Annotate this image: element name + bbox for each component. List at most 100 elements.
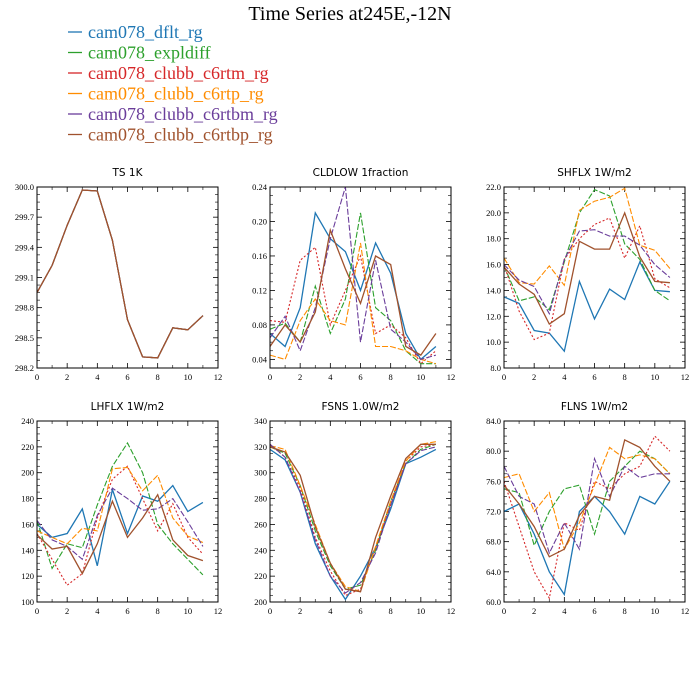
series-line [269, 443, 437, 594]
y-tick-label: 120 [21, 571, 34, 581]
x-tick-label: 10 [651, 372, 660, 382]
x-tick-label: 10 [184, 372, 193, 382]
x-tick-label: 6 [592, 606, 596, 616]
plot-frame [503, 420, 686, 603]
series-line [36, 189, 204, 359]
x-tick-label: 8 [156, 606, 160, 616]
plot-frame [36, 186, 219, 369]
series-line [269, 212, 436, 365]
x-tick-label: 0 [35, 372, 39, 382]
x-tick-label: 2 [298, 372, 302, 382]
x-tick-label: 0 [35, 606, 39, 616]
series-line [503, 438, 671, 558]
series-line [36, 484, 204, 566]
chart-panels: TS 1K 0 2 4 6 8 10 12 298.2 298.5 298.8 299.1 299.4 2… [15, 167, 689, 616]
y-tick-label: 220 [254, 571, 267, 581]
y-tick-label: 298.8 [15, 303, 34, 313]
series-line [36, 189, 204, 359]
y-tick-label: 299.7 [15, 212, 34, 222]
series-line [269, 210, 437, 361]
x-tick-label: 4 [562, 606, 567, 616]
y-tick-label: 240 [254, 545, 267, 555]
plot-frame [269, 420, 452, 603]
x-tick-label: 12 [681, 606, 690, 616]
y-tick-label: 0.08 [252, 320, 267, 330]
x-tick-label: 4 [328, 606, 333, 616]
series-line [503, 229, 671, 316]
x-tick-label: 4 [95, 372, 100, 382]
legend-label: cam078_expldiff [88, 43, 211, 63]
series-line [36, 493, 204, 575]
series-line [269, 186, 437, 361]
y-tick-label: 0.16 [252, 251, 267, 261]
series-line [36, 487, 204, 561]
x-tick-label: 12 [214, 606, 223, 616]
y-tick-label: 140 [21, 545, 34, 555]
series-line [36, 189, 204, 359]
x-tick-label: 6 [358, 372, 362, 382]
series-line [269, 227, 437, 356]
y-tick-label: 160 [21, 519, 34, 529]
legend-label: cam078_clubb_c6rtp_rg [88, 84, 264, 104]
x-tick-label: 12 [681, 372, 690, 382]
x-tick-label: 2 [298, 606, 302, 616]
panel-title: SHFLX 1W/m2 [557, 167, 632, 179]
legend-label: cam078_clubb_c6rtbp_rg [88, 125, 273, 145]
chart-panel: TS 1K 0 2 4 6 8 10 12 298.2 298.5 298.8 299.1 299.4 2… [15, 167, 222, 382]
series-line [503, 217, 671, 341]
x-tick-label: 10 [184, 606, 193, 616]
y-tick-label: 10.0 [486, 337, 501, 347]
series-line [269, 242, 437, 365]
x-tick-label: 0 [268, 372, 272, 382]
y-tick-label: 220 [21, 442, 34, 452]
y-tick-label: 320 [254, 442, 267, 452]
y-tick-label: 8.0 [490, 363, 501, 373]
x-tick-label: 0 [268, 606, 272, 616]
y-tick-label: 12.0 [486, 311, 501, 321]
series-line [503, 456, 670, 555]
chart-panel: CLDLOW 1fraction 0 2 4 6 8 10 12 0.04 0.08 0.12 0.1… [252, 167, 455, 382]
y-tick-label: 14.0 [486, 285, 501, 295]
chart-panel: FLNS 1W/m2 0 2 4 6 8 10 12 60.0 64.0 68.0 72.0 76.0 8… [486, 401, 689, 616]
x-tick-label: 2 [532, 606, 536, 616]
y-tick-label: 72.0 [486, 507, 501, 517]
x-tick-label: 4 [328, 372, 333, 382]
y-tick-label: 280 [254, 494, 267, 504]
series-line [503, 188, 671, 311]
x-tick-label: 10 [651, 606, 660, 616]
y-tick-label: 80.0 [486, 446, 501, 456]
y-tick-label: 300 [254, 468, 267, 478]
panel-title: LHFLX 1W/m2 [91, 401, 165, 413]
figure-title: Time Series at245E,-12N [248, 3, 451, 25]
series-line [269, 441, 436, 593]
series-line [503, 435, 671, 600]
legend-label: cam078_dflt_rg [88, 22, 203, 42]
y-tick-label: 340 [254, 416, 267, 426]
x-tick-label: 10 [417, 606, 426, 616]
plot-frame [36, 420, 219, 603]
plot-frame [269, 186, 452, 369]
y-tick-label: 68.0 [486, 537, 501, 547]
series-line [36, 465, 204, 587]
y-tick-label: 200 [21, 468, 34, 478]
y-tick-label: 200 [254, 597, 267, 607]
x-tick-label: 2 [65, 606, 69, 616]
y-tick-label: 18.0 [486, 234, 501, 244]
x-tick-label: 10 [417, 372, 426, 382]
x-tick-label: 8 [623, 606, 627, 616]
y-tick-label: 60.0 [486, 597, 501, 607]
y-tick-label: 0.12 [252, 285, 267, 295]
series-line [503, 446, 671, 551]
series-line [36, 466, 204, 545]
x-tick-label: 2 [532, 372, 536, 382]
series-line [269, 443, 436, 597]
x-tick-label: 6 [125, 372, 129, 382]
x-tick-label: 8 [389, 372, 393, 382]
panel-title: CLDLOW 1fraction [313, 167, 409, 179]
y-tick-label: 20.0 [486, 208, 501, 218]
plot-frame [503, 186, 686, 369]
series-line [503, 187, 671, 287]
series-line [269, 246, 437, 365]
